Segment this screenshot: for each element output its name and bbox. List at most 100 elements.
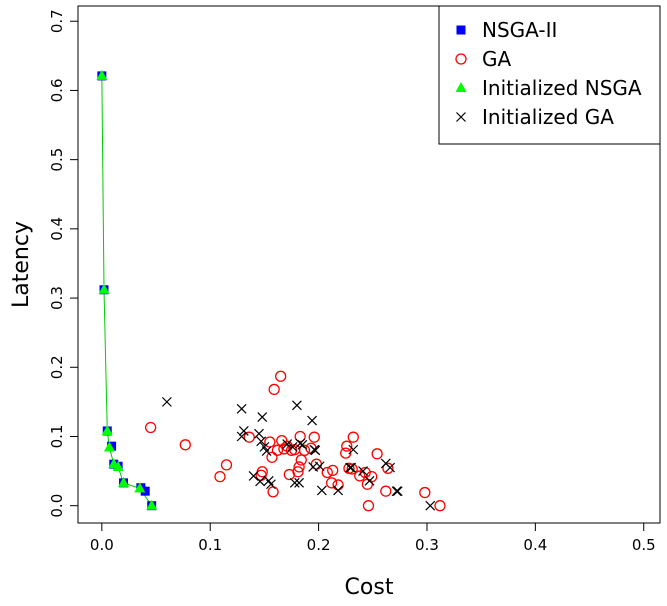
ga-point [266,451,278,463]
legend-box [438,5,661,145]
initialized-ga-point [248,471,259,481]
ga-point [268,383,280,396]
ga-point [325,477,338,489]
ga-point [271,444,284,456]
y-tick-label: 0.2 [48,355,66,379]
y-tick-label: 0.5 [48,148,66,172]
ga-point [332,479,344,491]
y-tick-label: 0.0 [48,494,66,518]
initialized-ga-point [292,400,302,411]
legend-label-initialized-ga: Initialized GA [482,105,614,129]
legend-marker-initialized-ga [456,112,466,122]
axes: 0.0 0.1 0.2 0.3 0.4 0.5 0.0 0.1 0.2 0.3 0.4 0.5 0.6 0… [48,5,661,554]
ga-point [275,370,287,382]
initialized-ga-point [254,428,264,439]
x-tick-label: 0.0 [90,536,114,554]
initialized-ga-point [358,466,368,477]
initialized-ga-point [236,431,247,442]
x-tick-label: 0.2 [307,536,331,554]
initialized-ga-point [391,486,402,497]
ga-point [341,440,353,452]
initialized-ga-point [425,500,436,511]
legend-label-ga: GA [482,47,511,71]
initialized-ga-point [287,441,298,452]
y-axis-title: Latency [9,221,34,308]
ga-point [371,448,383,460]
initialized-nsga-point [146,499,158,510]
initialized-ga-point [265,479,276,490]
initialized-ga-point [307,415,318,426]
initialized-ga-point [282,439,293,450]
legend-marker-initialized-nsga [455,82,467,92]
y-tick-label: 0.6 [48,79,66,103]
x-tick-label: 0.1 [198,536,222,554]
ga-point [382,462,394,474]
initialized-ga-point [364,475,375,486]
ga-point [144,421,157,434]
legend-marker-ga [455,53,467,65]
initialized-nsga-point [103,441,115,452]
ga-point [308,431,320,443]
y-tick-label: 0.7 [48,9,66,33]
y-tick-label: 0.3 [48,286,66,310]
initialized-ga-point [392,486,403,497]
initialized-nsga-point [98,283,110,294]
ga-point [214,470,226,483]
initialized-nsga-point [101,424,113,435]
initialized-ga-point [333,485,344,496]
ga-point [256,466,268,478]
legend-marker-nsga-ii [456,25,466,35]
initialized-ga-point [261,446,272,456]
nsga-ii-point [140,486,150,496]
ga-point [346,463,358,475]
x-axis-title: Cost [345,575,394,600]
initialized-ga-point [161,396,172,407]
initialized-ga-point [289,477,300,488]
ga-point [340,447,352,459]
ga-point [419,486,431,499]
ga-point [292,466,304,478]
legend-label-nsga-ii: NSGA-II [482,18,557,42]
initialized-ga-point [294,477,305,488]
initialized-ga-point [316,485,327,496]
initialized-ga-point [256,436,267,447]
initialized-nsga-point [112,460,124,471]
initialized-ga-point [257,412,268,423]
initialized-ga-point [310,445,321,456]
ga-point [278,443,290,455]
initialized-ga-point [346,462,357,473]
ga-point [362,500,375,512]
front-line [101,75,153,506]
initialized-ga-point [385,462,396,473]
ga-point [179,439,191,451]
legend: NSGA-II GA Initialized NSGA Initialized GA [438,5,661,145]
initialized-ga-point [236,403,247,414]
initialized-ga-point [255,476,266,487]
ga-point [267,486,279,498]
initialized-ga-point [348,444,359,455]
legend-label-initialized-nsga: Initialized NSGA [482,76,642,100]
ga-point [434,500,446,512]
ga-point [380,485,392,497]
initialized-nsga-point [96,69,108,80]
y-tick-label: 0.4 [48,217,66,241]
x-tick-label: 0.5 [632,536,656,554]
ga-point [347,431,359,443]
ga-point [293,461,305,473]
ga-point [295,454,307,466]
ga-point [361,478,374,490]
x-tick-label: 0.3 [415,536,439,554]
initialized-ga-point [297,439,308,450]
initialized-ga-point [345,462,355,473]
ga-point [366,470,378,483]
initialized-nsga-point [118,476,130,487]
ga-point [294,430,306,443]
ga-point [243,431,255,443]
initialized-ga-point [314,461,325,472]
data-marks [96,69,446,512]
initialized-ga-point [238,426,249,436]
front-line-path [101,75,153,506]
x-tick-label: 0.4 [523,536,547,554]
ga-point [321,466,333,479]
